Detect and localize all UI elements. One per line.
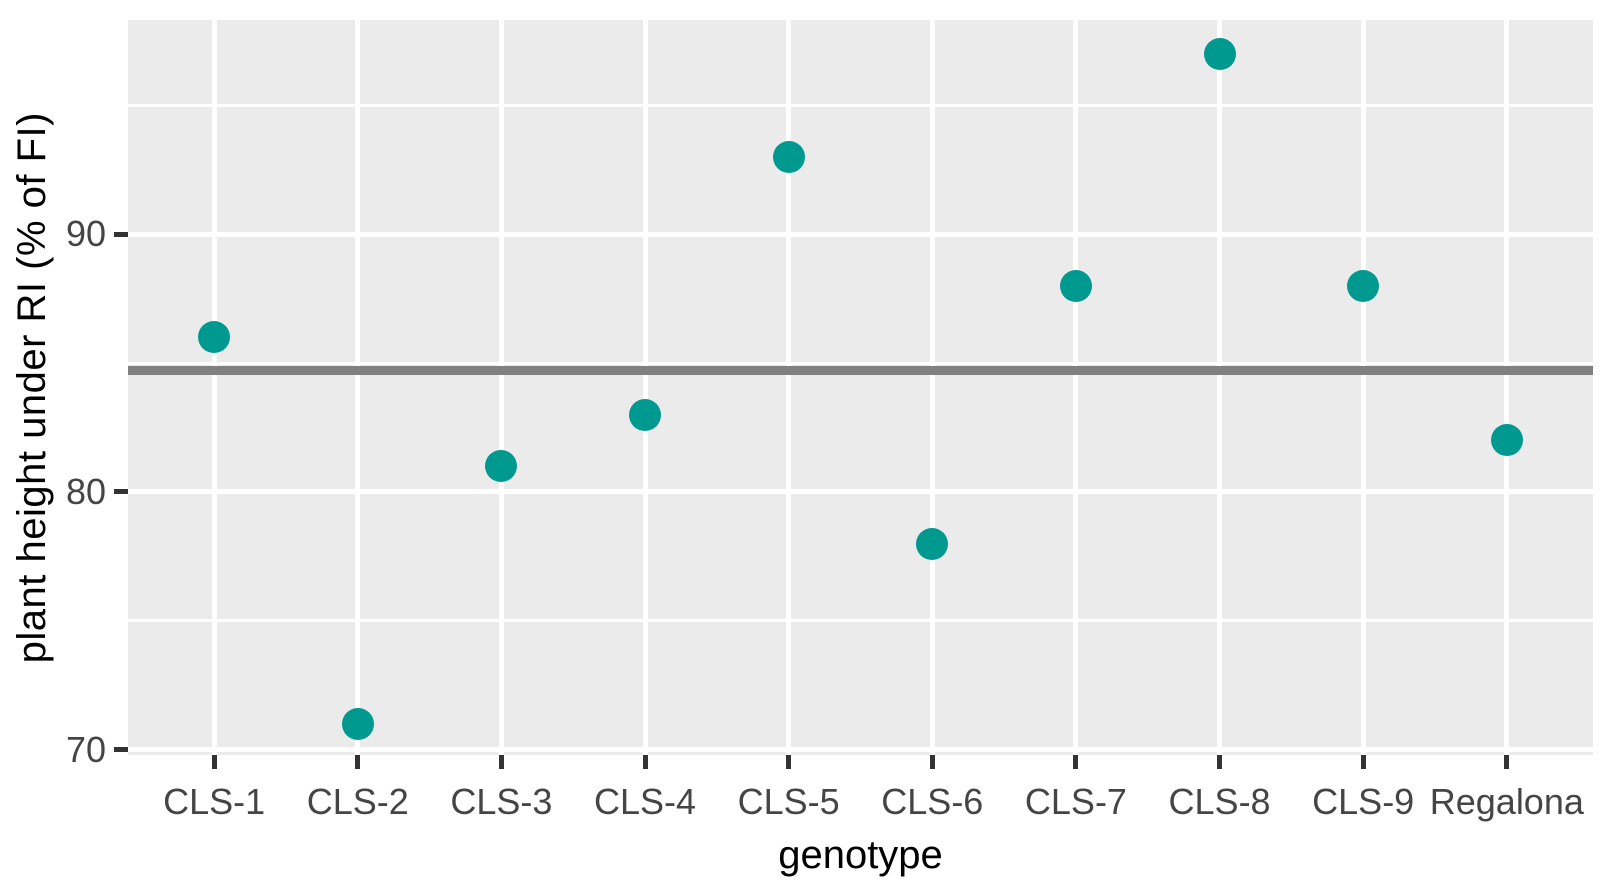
y-tick-label: 70 (65, 728, 106, 770)
x-gridline-major (355, 20, 361, 755)
data-point (916, 527, 949, 560)
x-gridline-major (1217, 20, 1223, 755)
x-axis-title: genotype (778, 833, 943, 877)
x-tick-label: CLS-7 (1024, 781, 1127, 822)
x-gridline-major (929, 20, 935, 755)
x-tick-mark (1504, 755, 1510, 769)
y-tick-mark (114, 231, 128, 237)
data-point (1059, 269, 1092, 302)
x-tick-label: CLS-4 (594, 781, 697, 822)
x-tick-label: CLS-9 (1312, 781, 1415, 822)
x-tick-mark (642, 755, 648, 769)
y-gridline-minor (128, 619, 1593, 623)
data-point (485, 450, 518, 483)
x-gridline-major (786, 20, 792, 755)
x-gridline-major (642, 20, 648, 755)
x-tick-mark (929, 755, 935, 769)
y-gridline-minor (128, 361, 1593, 365)
x-gridline-major (498, 20, 504, 755)
y-gridline-minor (128, 103, 1593, 107)
x-tick-label: CLS-1 (163, 781, 266, 822)
y-gridline-major (128, 489, 1593, 495)
y-gridline-major (128, 747, 1593, 753)
x-tick-label: CLS-8 (1168, 781, 1271, 822)
x-tick-mark (786, 755, 792, 769)
x-tick-mark (355, 755, 361, 769)
x-tick-label: CLS-3 (450, 781, 553, 822)
x-gridline-major (211, 20, 217, 755)
x-tick-mark (1073, 755, 1079, 769)
x-tick-label: CLS-2 (306, 781, 409, 822)
data-point (1490, 424, 1523, 457)
x-tick-mark (211, 755, 217, 769)
x-gridline-major (1504, 20, 1510, 755)
y-tick-label: 80 (65, 470, 106, 512)
data-point (629, 398, 662, 431)
mean-reference-line (128, 366, 1593, 376)
plot-panel (128, 20, 1593, 755)
data-point (1203, 37, 1236, 70)
x-tick-label: CLS-5 (737, 781, 840, 822)
data-point (772, 140, 805, 173)
x-tick-label: CLS-6 (881, 781, 984, 822)
y-tick-label: 90 (65, 213, 106, 255)
y-tick-mark (114, 489, 128, 495)
data-point (1347, 269, 1380, 302)
x-gridline-major (1073, 20, 1079, 755)
y-axis-title: plant height under RI (% of FI) (9, 111, 54, 664)
y-axis-title-area: plant height under RI (% of FI) (2, 20, 62, 755)
data-point (341, 708, 374, 741)
y-tick-mark (114, 747, 128, 753)
y-gridline-major (128, 231, 1593, 237)
x-gridline-major (1360, 20, 1366, 755)
x-tick-mark (498, 755, 504, 769)
data-point (198, 321, 231, 354)
x-tick-label: Regalona (1429, 781, 1584, 822)
x-tick-mark (1360, 755, 1366, 769)
x-tick-mark (1217, 755, 1223, 769)
